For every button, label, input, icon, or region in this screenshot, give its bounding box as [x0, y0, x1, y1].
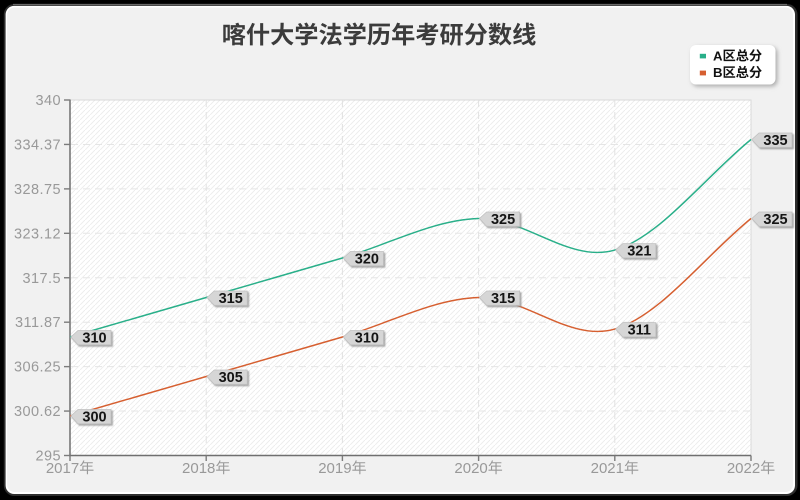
svg-text:300.62: 300.62 — [14, 404, 61, 420]
svg-text:323.12: 323.12 — [14, 226, 61, 242]
svg-text:2018: 2018 — [182, 460, 215, 477]
svg-text:300: 300 — [82, 410, 106, 426]
svg-text:325: 325 — [763, 212, 787, 228]
svg-text:310: 310 — [82, 331, 106, 347]
svg-text:315: 315 — [219, 291, 243, 307]
svg-text:306.25: 306.25 — [14, 360, 61, 376]
svg-text:320: 320 — [355, 252, 379, 268]
svg-text:2021: 2021 — [591, 460, 624, 477]
svg-text:A: A — [713, 48, 723, 63]
svg-text:335: 335 — [763, 133, 787, 149]
svg-text:321: 321 — [627, 244, 651, 260]
svg-text:315: 315 — [491, 291, 515, 307]
svg-text:B: B — [713, 65, 723, 80]
svg-text:295: 295 — [35, 449, 61, 465]
svg-text:2017: 2017 — [46, 460, 79, 477]
svg-text:328.75: 328.75 — [14, 182, 61, 198]
svg-text:340: 340 — [35, 93, 61, 109]
svg-text:2022: 2022 — [727, 460, 760, 477]
svg-text:325: 325 — [491, 212, 515, 228]
svg-text:2020: 2020 — [454, 460, 487, 477]
svg-text:334.37: 334.37 — [14, 137, 61, 153]
svg-text:2019: 2019 — [318, 460, 351, 477]
svg-text:311.87: 311.87 — [15, 315, 61, 331]
svg-text:311: 311 — [628, 323, 651, 339]
svg-text:305: 305 — [219, 370, 243, 386]
svg-text:310: 310 — [355, 331, 379, 347]
svg-text:317.5: 317.5 — [22, 271, 61, 287]
